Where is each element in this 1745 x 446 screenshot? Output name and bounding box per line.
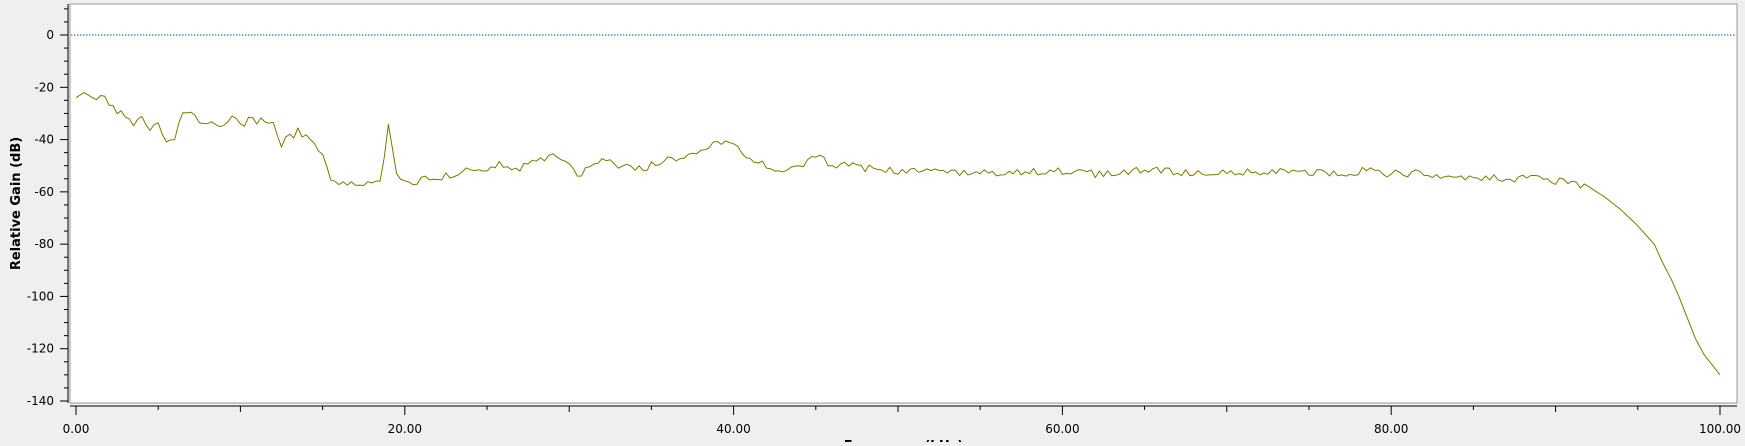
x-tick-label: 40.00 — [716, 422, 750, 436]
y-tick-label: -40 — [34, 133, 54, 147]
x-tick-label: 80.00 — [1374, 422, 1408, 436]
x-tick-label: 100.00 — [1699, 422, 1741, 436]
y-tick-label: -80 — [34, 237, 54, 251]
x-tick-label: 0.00 — [63, 422, 90, 436]
y-tick-label: -20 — [34, 80, 54, 94]
y-tick-label: -100 — [27, 289, 54, 303]
x-tick-label: 20.00 — [388, 422, 422, 436]
y-tick-label: -140 — [27, 394, 54, 408]
y-tick-label: 0 — [46, 28, 54, 42]
y-axis-title: Relative Gain (dB) — [9, 137, 24, 270]
gain-series-line — [75, 92, 1721, 376]
y-tick-label: -60 — [34, 185, 54, 199]
x-tick-label: 60.00 — [1045, 422, 1079, 436]
plot-area — [69, 3, 1738, 404]
y-tick-label: -120 — [27, 342, 54, 356]
